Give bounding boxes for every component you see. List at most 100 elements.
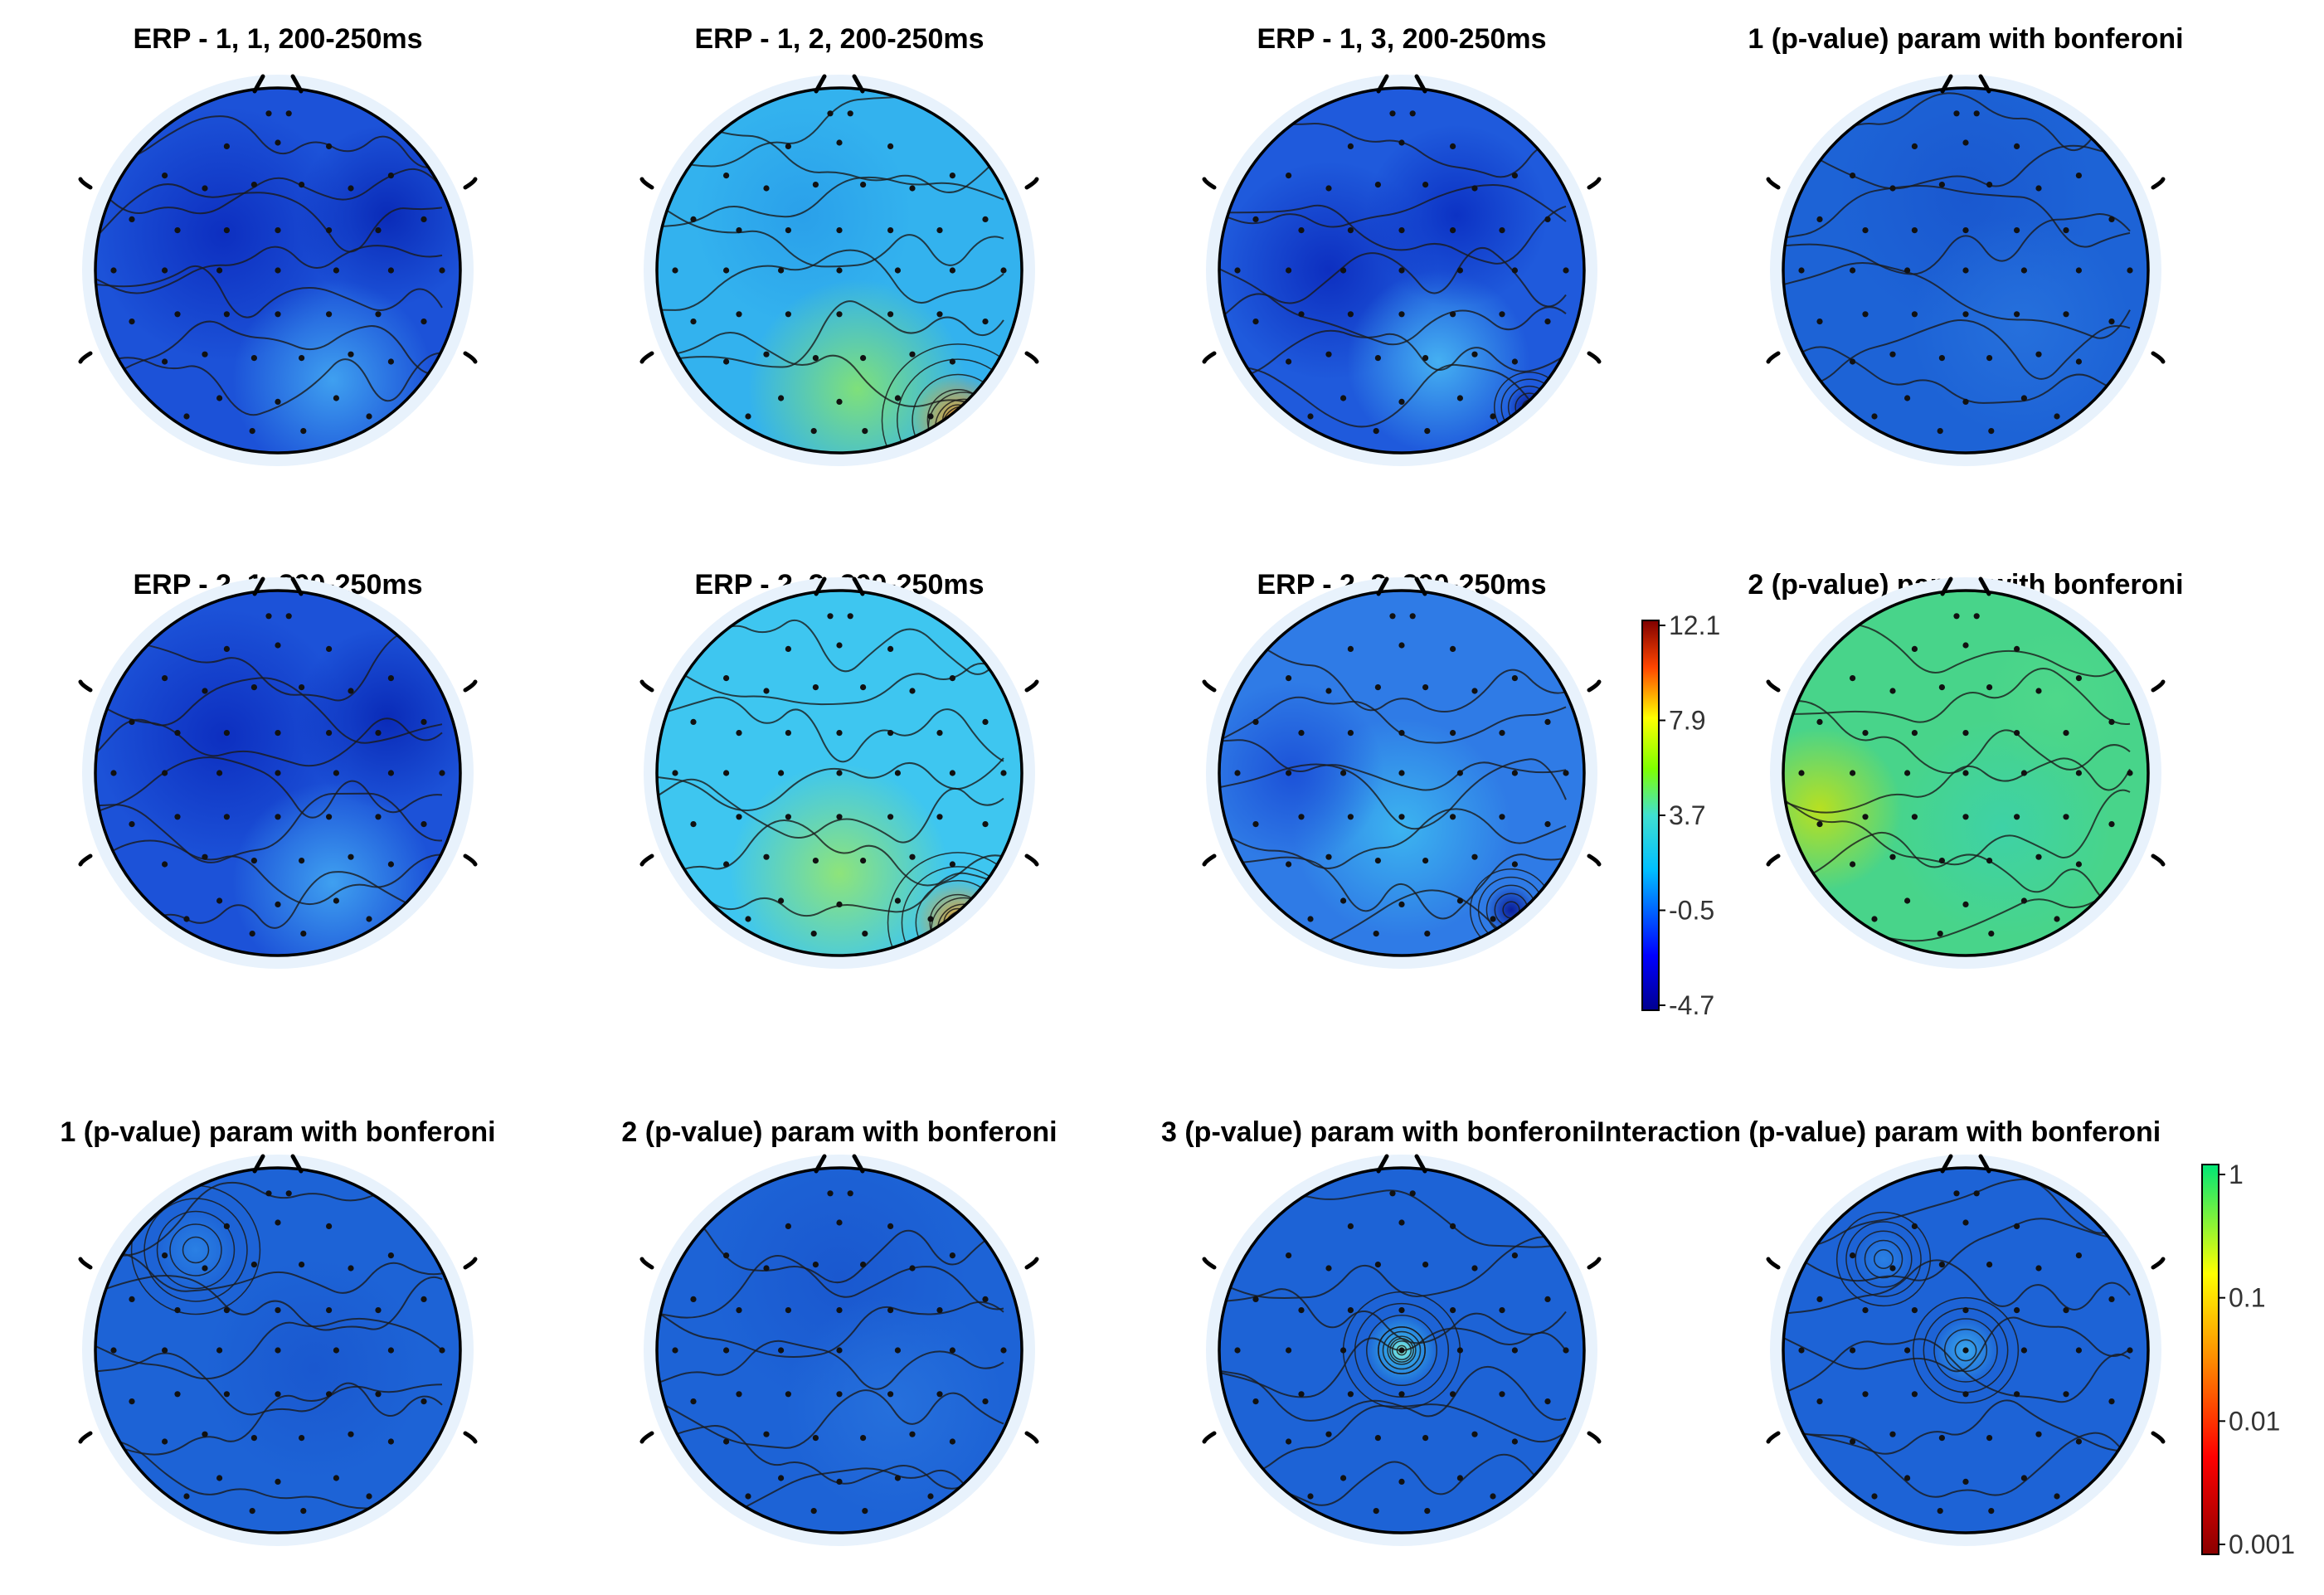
electrode-dot [1962,398,1969,405]
electrode-dot [2035,1265,2042,1272]
electrode-dot [1953,613,1960,620]
electrode-dot [216,1475,223,1481]
electrode-dot [1904,770,1911,776]
electrode-dot [285,110,292,117]
electrode-dot [2063,1307,2069,1314]
electrode-dot [2014,645,2020,653]
electrode-dot [1340,897,1347,904]
electrode-dot [223,730,230,737]
nose-marker [252,576,304,596]
scalp-map [1219,88,1584,453]
electrode-dot [2063,227,2069,234]
electrode-dot [936,814,943,820]
electrode-dot [1962,311,1969,318]
electrode-dot [300,1508,307,1515]
scalp-map [1783,88,2148,453]
electrode-dot [1962,1307,1969,1314]
electrode-dot [275,311,281,318]
electrode-dot [285,613,292,620]
electrode-dot [887,645,894,653]
electrode-dot [936,1391,943,1398]
electrode-dot [348,853,354,860]
electrode-dot [860,684,867,691]
electrode-dot [1325,1265,1332,1272]
electrode-dot [1325,853,1332,860]
electrode-dot [1490,916,1496,922]
contour-line [1783,1338,2131,1403]
electrode-dot [275,1391,281,1398]
electrode-dot [1398,267,1405,274]
electrode-dot [927,413,934,420]
contour-line [1783,262,2131,339]
electrode-dot [827,1190,834,1197]
electrode-dot [785,814,792,820]
electrode-dot [2108,1398,2115,1405]
electrode-dot [275,814,281,820]
electrode-dot [1499,1391,1505,1398]
electrode-dot [2054,916,2060,922]
electrode-dot [1499,311,1505,318]
electrode-dot [275,730,281,737]
electrode-dot [982,821,989,828]
electrode-dot [1471,1431,1478,1437]
electrode-dot [1911,645,1918,653]
contour-ring [1389,1338,1414,1363]
electrode-dot [326,730,333,737]
contour-line [1219,1288,1567,1345]
electrode-dot [1450,143,1456,149]
contour-ring [1845,1221,1922,1297]
nose-marker [1940,576,1991,596]
scalp-map [657,591,1022,956]
electrode-dot [275,267,281,274]
head-outline [94,589,462,957]
topoplot-panel: 2 (p-value) param with bonferoni [1748,569,2184,969]
electrode-dot [162,675,168,682]
electrode-dot [894,267,901,274]
electrode-dot [1986,182,1993,188]
contour-line [657,1389,1004,1449]
electrode-dot [2020,1475,2027,1481]
electrode-dot [421,1398,427,1405]
electrode-dot [366,413,372,420]
electrode-dot [162,358,168,365]
electrode-dot [1456,267,1463,274]
colorbar-tick-label: 1 [2229,1160,2244,1189]
contour-ring [1933,1318,1998,1383]
electrode-dot [1499,227,1505,234]
electrode-dot [348,185,354,192]
panel-title: 1 (p-value) param with bonferoni [1748,23,2183,55]
ear-marker [2151,679,2166,867]
electrode-dot [387,675,394,682]
electrode-dot [2054,413,2060,420]
electrode-dot [202,1265,208,1272]
electrode-dot [1234,267,1241,274]
electrode-dot [1298,1307,1305,1314]
electrode-dot [1424,428,1431,435]
electrode-dot [375,1307,382,1314]
contour-ring [1943,1328,1988,1373]
ear-marker [78,679,93,867]
electrode-dot [894,1347,901,1354]
electrode-dot [1850,861,1856,868]
electrode-dot [1904,267,1911,274]
electrode-dot [326,814,333,820]
electrode-dot [1511,1252,1518,1259]
electrode-dot [1347,143,1354,149]
electrode-dot [690,216,697,222]
electrode-dot [1962,1391,1969,1398]
electrode-dot [1325,1431,1332,1437]
electrode-dot [1544,1296,1551,1302]
electrode-dot [1889,185,1896,192]
electrode-dot [785,645,792,653]
electrode-dot [1938,1262,1945,1268]
electrode-dot [249,1508,255,1515]
electrode-dot [421,1296,427,1302]
electrode-dot [1962,642,1969,649]
electrode-dot [785,730,792,737]
contour-line [657,778,1004,844]
ear-marker [639,177,654,364]
electrode-dot [836,730,843,737]
electrode-dot [202,688,208,694]
electrode-dot [836,311,843,318]
electrode-dot [745,916,751,922]
